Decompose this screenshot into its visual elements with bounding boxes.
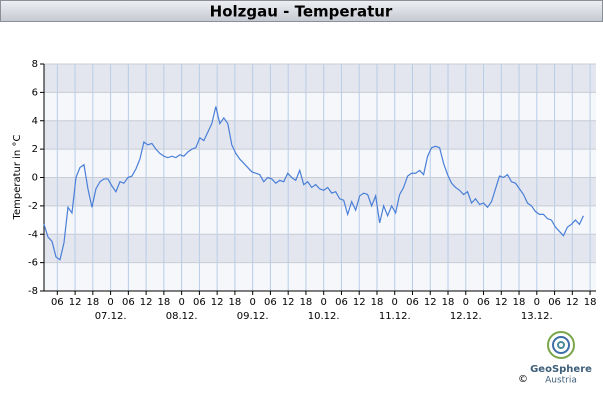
- x-tick-label: 12: [211, 297, 224, 308]
- x-tick-label: 18: [229, 297, 242, 308]
- x-tick-label: 12: [140, 297, 153, 308]
- x-tick-label: 0: [534, 297, 540, 308]
- x-tick-label: 12: [282, 297, 295, 308]
- x-tick-label: 12: [69, 297, 82, 308]
- y-axis-label: Temperatur in °C: [12, 135, 23, 221]
- y-tick-label: -6: [28, 258, 38, 269]
- x-tick-label: 06: [193, 297, 206, 308]
- x-tick-label: 12: [353, 297, 366, 308]
- y-tick-label: 8: [32, 59, 38, 70]
- x-date-label: 09.12.: [237, 311, 269, 322]
- plot-band: [44, 234, 596, 263]
- y-tick-label: -8: [28, 286, 38, 297]
- x-tick-label: 06: [122, 297, 135, 308]
- x-tick-label: 0: [392, 297, 398, 308]
- plot-band: [44, 120, 596, 150]
- x-date-label: 07.12.: [95, 311, 127, 322]
- x-tick-label: 0: [321, 297, 327, 308]
- x-tick-label: 18: [513, 297, 526, 308]
- plot-band: [44, 177, 596, 206]
- x-date-label: 10.12.: [308, 311, 340, 322]
- x-tick-label: 18: [584, 297, 597, 308]
- copyright: ©: [518, 374, 528, 385]
- x-tick-label: 06: [406, 297, 419, 308]
- x-tick-label: 0: [178, 297, 184, 308]
- x-tick-label: 06: [548, 297, 561, 308]
- x-tick-label: 0: [107, 297, 113, 308]
- x-tick-label: 18: [86, 297, 99, 308]
- y-tick-label: 6: [32, 87, 38, 98]
- y-tick-label: -4: [28, 229, 38, 240]
- x-date-label: 12.12.: [450, 311, 482, 322]
- x-tick-label: 06: [477, 297, 490, 308]
- x-tick-label: 0: [249, 297, 255, 308]
- x-date-label: 11.12.: [379, 311, 411, 322]
- logo-icon: [547, 331, 575, 359]
- x-tick-label: 18: [300, 297, 313, 308]
- x-tick-label: 18: [158, 297, 171, 308]
- x-tick-label: 06: [264, 297, 277, 308]
- x-tick-label: 18: [442, 297, 455, 308]
- chart-title: Holzgau - Temperatur: [210, 3, 393, 21]
- x-tick-label: 18: [371, 297, 384, 308]
- plot-band: [44, 64, 596, 93]
- y-tick-label: -2: [28, 201, 38, 212]
- logo-name: GeoSphere: [530, 364, 592, 375]
- x-tick-label: 12: [424, 297, 437, 308]
- x-tick-label: 12: [495, 297, 508, 308]
- x-tick-label: 12: [566, 297, 579, 308]
- x-date-label: 13.12.: [521, 311, 553, 322]
- x-tick-label: 06: [335, 297, 348, 308]
- x-tick-label: 0: [463, 297, 469, 308]
- temperature-line: [43, 106, 584, 261]
- y-tick-label: 0: [32, 173, 38, 184]
- logo-subname: Austria: [545, 376, 577, 386]
- x-date-label: 08.12.: [166, 311, 198, 322]
- x-tick-label: 06: [51, 297, 64, 308]
- y-tick-label: 2: [32, 144, 38, 155]
- y-tick-label: 4: [32, 116, 38, 127]
